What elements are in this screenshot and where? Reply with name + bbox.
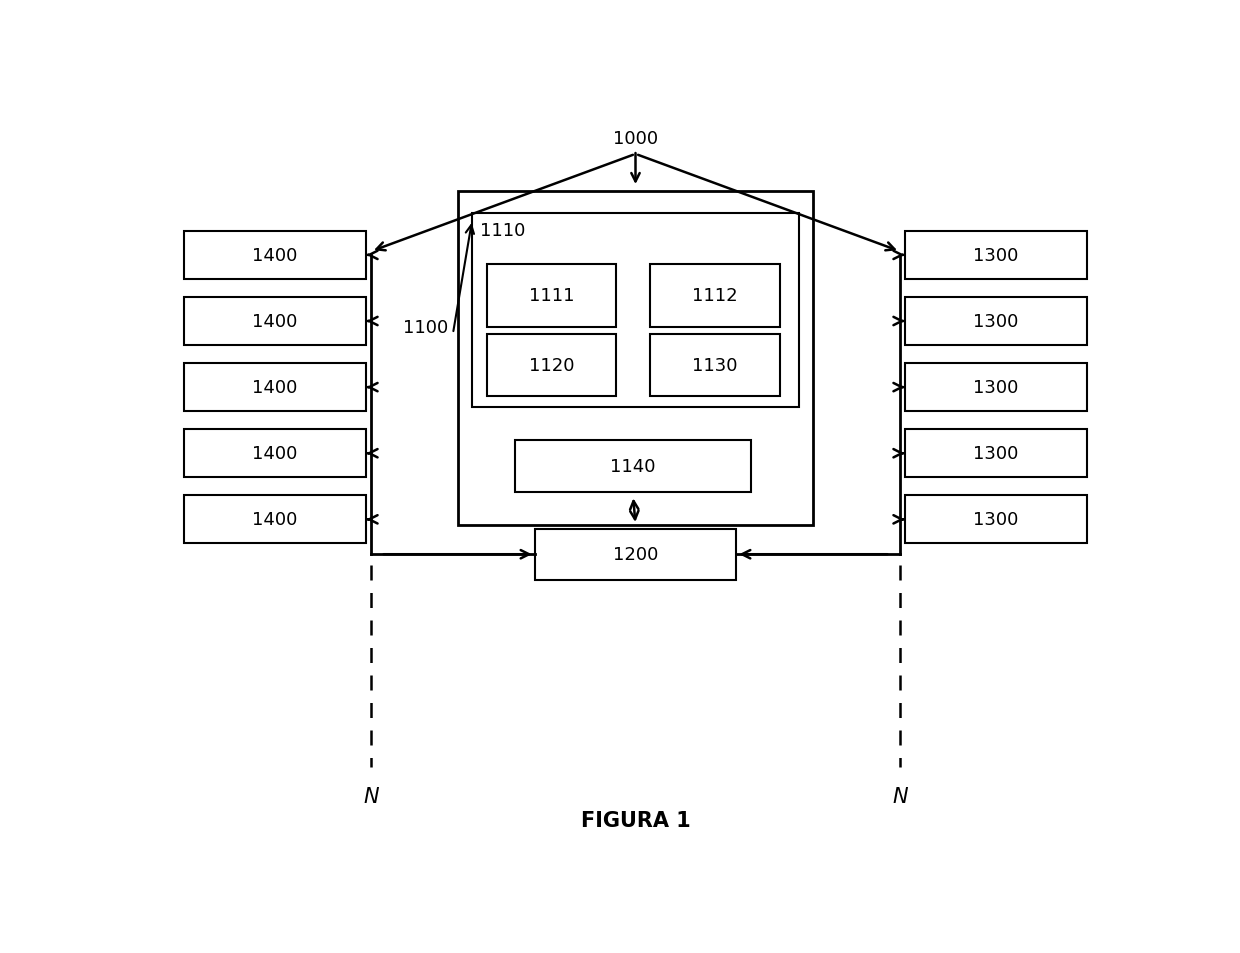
Bar: [905, 364, 1087, 412]
Bar: [650, 265, 780, 327]
Bar: [905, 232, 1087, 279]
Text: FIGURA 1: FIGURA 1: [580, 810, 691, 830]
Bar: [534, 529, 737, 580]
Text: 1400: 1400: [253, 378, 298, 396]
Text: 1400: 1400: [253, 511, 298, 529]
Bar: [486, 265, 616, 327]
Bar: [472, 213, 799, 408]
Text: 1300: 1300: [973, 247, 1018, 265]
Bar: [516, 441, 750, 493]
Bar: [184, 364, 367, 412]
Bar: [184, 496, 367, 543]
Text: 1300: 1300: [973, 445, 1018, 463]
Bar: [650, 335, 780, 396]
Text: N: N: [892, 786, 908, 806]
Text: 1140: 1140: [610, 457, 656, 476]
Bar: [458, 192, 813, 525]
Bar: [184, 430, 367, 477]
Text: 1300: 1300: [973, 313, 1018, 331]
Text: 1130: 1130: [692, 356, 738, 375]
Text: N: N: [363, 786, 379, 806]
Text: 1120: 1120: [528, 356, 574, 375]
Bar: [184, 297, 367, 346]
Text: 1200: 1200: [613, 546, 658, 563]
Bar: [486, 335, 616, 396]
Bar: [905, 297, 1087, 346]
Text: 1400: 1400: [253, 313, 298, 331]
Text: 1110: 1110: [480, 222, 526, 240]
Text: 1100: 1100: [403, 318, 448, 336]
Text: 1400: 1400: [253, 445, 298, 463]
Text: 1300: 1300: [973, 511, 1018, 529]
Text: 1000: 1000: [613, 130, 658, 148]
Bar: [905, 496, 1087, 543]
Text: 1400: 1400: [253, 247, 298, 265]
Text: 1112: 1112: [692, 287, 738, 305]
Text: 1300: 1300: [973, 378, 1018, 396]
Bar: [905, 430, 1087, 477]
Text: 1111: 1111: [528, 287, 574, 305]
Bar: [184, 232, 367, 279]
